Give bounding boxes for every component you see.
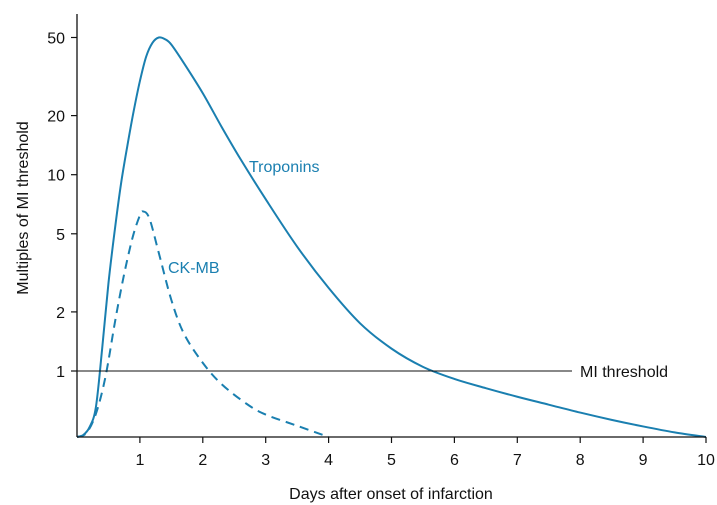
threshold-label: MI threshold (580, 364, 668, 381)
x-ticks: 1 2 3 4 5 6 7 8 9 10 (135, 437, 715, 469)
y-tick-label: 5 (56, 227, 65, 244)
y-tick-label: 2 (56, 305, 65, 322)
y-tick-label: 10 (47, 168, 65, 185)
x-tick-label: 7 (513, 452, 522, 469)
x-tick-label: 10 (697, 452, 715, 469)
series-label-troponins: Troponins (249, 159, 320, 176)
y-tick-label: 50 (47, 30, 65, 47)
x-tick-label: 4 (324, 452, 333, 469)
series-label-ckmb: CK-MB (168, 260, 220, 277)
x-tick-label: 5 (387, 452, 396, 469)
x-tick-label: 2 (198, 452, 207, 469)
y-tick-label: 1 (56, 364, 65, 381)
y-tick-label: 20 (47, 109, 65, 126)
x-tick-label: 3 (261, 452, 270, 469)
series-line-ckmb (76, 210, 329, 438)
series-line-troponins (76, 36, 707, 438)
x-tick-label: 6 (450, 452, 459, 469)
x-axis-title: Days after onset of infarction (289, 486, 493, 503)
x-tick-label: 9 (639, 452, 648, 469)
y-ticks: 1 2 5 10 20 50 (47, 30, 77, 381)
plot-area (76, 36, 707, 438)
y-axis-title: Multiples of MI threshold (15, 121, 32, 294)
x-tick-label: 1 (135, 452, 144, 469)
x-tick-label: 8 (576, 452, 585, 469)
